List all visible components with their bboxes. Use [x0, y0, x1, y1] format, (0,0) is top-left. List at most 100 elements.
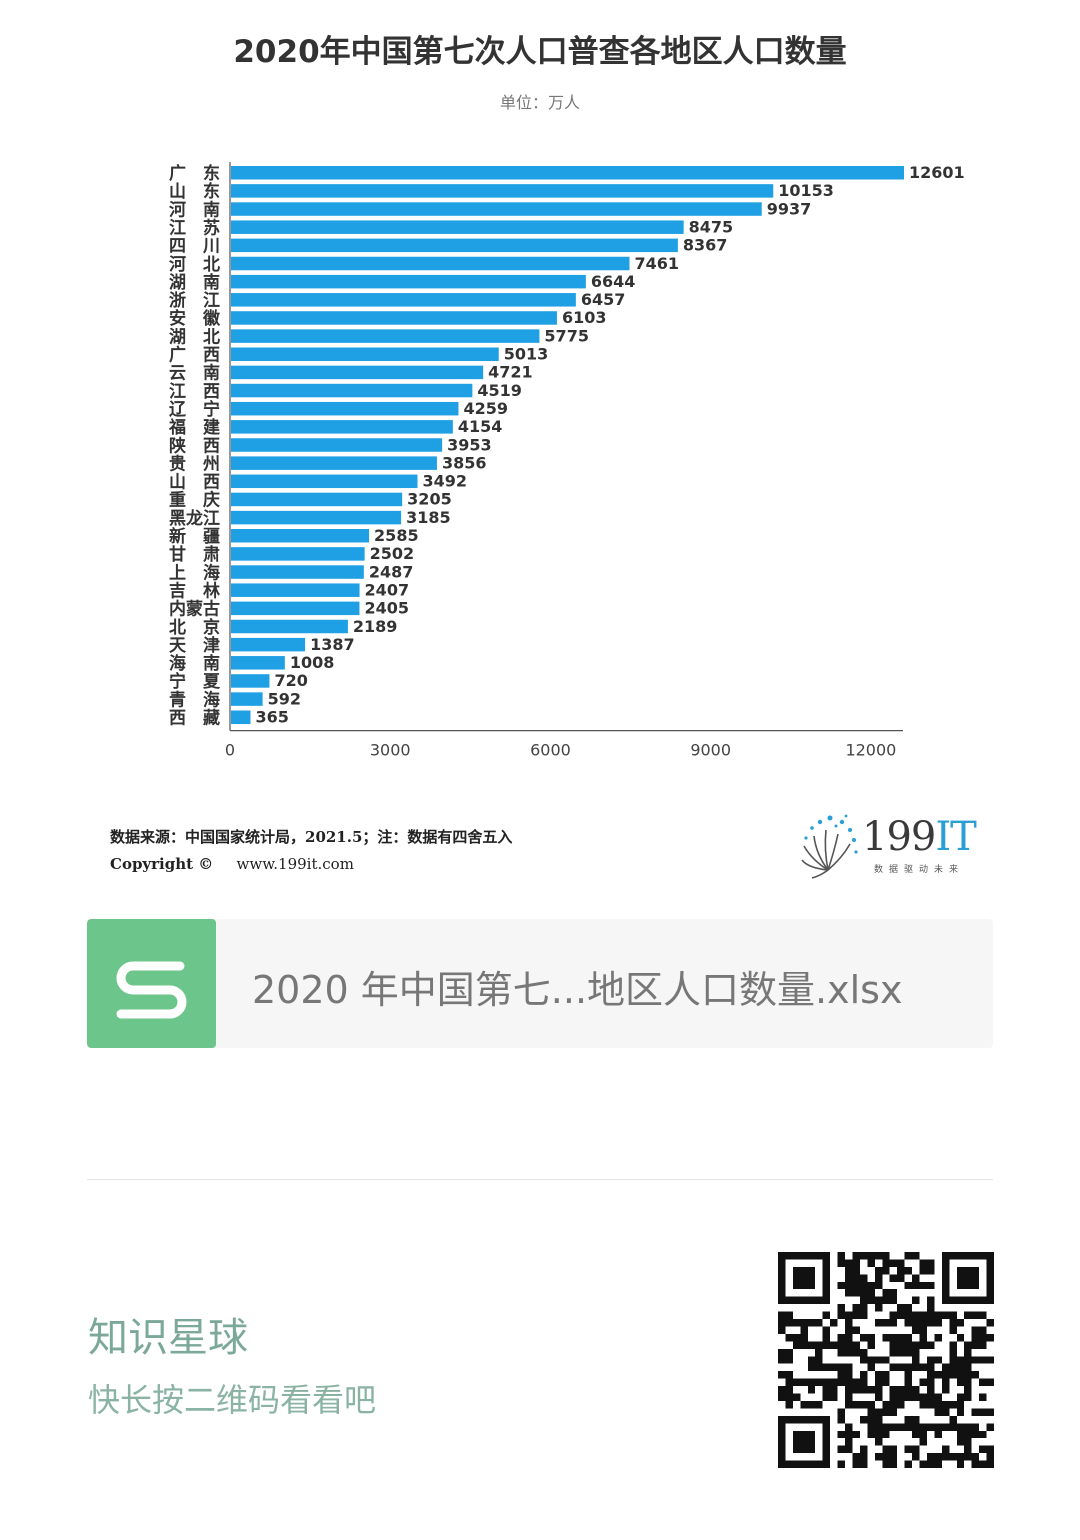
- bar-value-label: 3205: [407, 490, 452, 509]
- bar-value-label: 4259: [463, 399, 508, 418]
- copyright-line: Copyright © www.199it.com: [110, 855, 354, 873]
- category-label: 广 东: [169, 163, 220, 184]
- bar-value-label: 5013: [504, 345, 549, 364]
- category-label: 湖 北: [169, 327, 220, 347]
- bar-value-label: 3856: [442, 453, 487, 472]
- bar-value-label: 6457: [581, 290, 626, 309]
- bar: [231, 456, 437, 470]
- bar: [231, 583, 360, 597]
- category-label: 湖 南: [169, 272, 220, 293]
- category-label: 河 北: [169, 255, 220, 275]
- bar: [231, 220, 684, 234]
- category-label: 四 川: [169, 237, 220, 257]
- category-label: 陕 西: [169, 435, 220, 456]
- category-label: 天 津: [169, 635, 220, 656]
- x-tick-label: 12000: [845, 741, 896, 760]
- bar-value-label: 2405: [364, 599, 409, 618]
- bar: [231, 293, 576, 307]
- category-label: 宁 夏: [169, 671, 221, 692]
- copyright-url: www.199it.com: [236, 855, 354, 873]
- bar-value-label: 4154: [458, 417, 503, 436]
- brand-tagline: 数据驱动未来: [874, 865, 965, 875]
- bar: [231, 565, 364, 579]
- dandelion-icon: [801, 814, 858, 879]
- x-tick-label: 9000: [690, 741, 731, 760]
- bar-value-label: 9937: [767, 199, 812, 218]
- category-label: 江 西: [169, 382, 220, 402]
- bar-value-label: 6103: [562, 308, 607, 327]
- bar: [231, 692, 263, 706]
- bar-value-label: 6644: [591, 272, 636, 291]
- category-label: 河 南: [169, 199, 220, 220]
- file-name: 2020 年中国第七...地区人口数量.xlsx: [252, 968, 903, 1012]
- bar-value-label: 1008: [290, 653, 335, 672]
- bar: [231, 401, 459, 416]
- chart-title: 2020年中国第七次人口普查各地区人口数量: [233, 34, 846, 70]
- bar: [231, 674, 270, 688]
- bar-value-label: 12601: [909, 163, 965, 182]
- category-label: 浙 江: [169, 290, 220, 311]
- bar: [231, 619, 348, 634]
- bar-value-label: 3953: [447, 435, 492, 454]
- x-tick-label: 6000: [530, 741, 571, 760]
- bar: [231, 329, 540, 343]
- bar: [231, 311, 557, 325]
- promo-subtitle: 快长按二维码看看吧: [88, 1381, 377, 1419]
- bar: [231, 166, 904, 180]
- qr-code[interactable]: [778, 1252, 994, 1468]
- bar: [231, 637, 306, 652]
- copyright-label: Copyright ©: [110, 855, 214, 873]
- x-tick-label: 3000: [370, 741, 411, 760]
- bar-value-label: 365: [255, 708, 288, 727]
- bar-value-label: 2502: [370, 544, 415, 563]
- category-label: 重 庆: [169, 490, 220, 511]
- category-label: 山 西: [169, 473, 220, 493]
- file-attachment-card[interactable]: 2020 年中国第七...地区人口数量.xlsx: [87, 919, 993, 1048]
- category-label: 北 京: [169, 617, 220, 638]
- category-label: 海 南: [169, 653, 220, 674]
- brand-logo: 199IT 数据驱动未来: [798, 812, 988, 882]
- category-label: 云 南: [169, 363, 220, 384]
- category-label: 福 建: [168, 417, 220, 438]
- bar-value-label: 10153: [778, 181, 834, 200]
- bar: [231, 510, 402, 525]
- bar-value-label: 3185: [406, 508, 451, 527]
- category-label: 内蒙古: [169, 599, 220, 620]
- category-label: 新 疆: [169, 526, 220, 547]
- brand-name: 199IT: [862, 814, 977, 860]
- category-label: 辽 宁: [169, 399, 220, 420]
- bar-value-label: 2487: [369, 562, 414, 581]
- bar-value-label: 1387: [310, 635, 355, 654]
- bar-value-label: 2189: [353, 617, 398, 636]
- bar: [231, 420, 453, 434]
- bar: [231, 383, 473, 398]
- bar-value-label: 4721: [488, 363, 533, 382]
- bar: [231, 202, 762, 216]
- category-label: 西 藏: [169, 709, 220, 729]
- spreadsheet-file-icon: [87, 919, 216, 1048]
- bar: [231, 365, 484, 380]
- bar-value-label: 4519: [477, 381, 522, 400]
- promo-title: 知识星球: [88, 1315, 248, 1361]
- source-note: 数据来源：中国国家统计局，2021.5；注：数据有四舍五入: [110, 828, 513, 846]
- bar: [231, 438, 443, 452]
- bar-value-label: 8475: [689, 217, 734, 236]
- category-label: 青 海: [169, 689, 220, 710]
- bar-value-label: 8367: [683, 236, 728, 255]
- bar: [231, 256, 630, 271]
- bar: [231, 601, 360, 616]
- bar-value-label: 2585: [374, 526, 419, 545]
- chart-subtitle: 单位：万人: [500, 93, 580, 112]
- category-label: 山 东: [169, 181, 220, 202]
- bar: [231, 547, 365, 561]
- bar: [231, 274, 586, 289]
- category-label: 甘 肃: [169, 544, 220, 565]
- category-label: 贵 州: [169, 453, 220, 474]
- bar-value-label: 3492: [423, 472, 468, 491]
- x-tick-label: 0: [225, 741, 235, 760]
- bar-value-label: 7461: [634, 254, 679, 273]
- bar: [231, 238, 678, 253]
- category-label: 上 海: [169, 562, 220, 583]
- chart-area: 2020年中国第七次人口普查各地区人口数量单位：万人 12601 广 东 10153 山…: [168, 34, 965, 760]
